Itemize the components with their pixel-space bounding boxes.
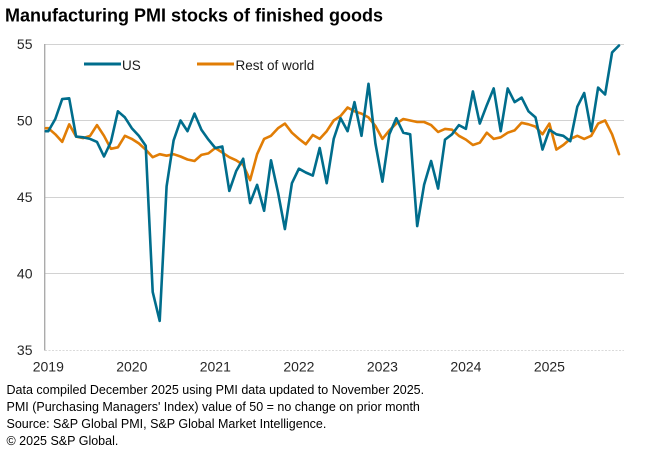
svg-text:© 2025 S&P Global.: © 2025 S&P Global. <box>7 434 119 448</box>
svg-text:2023: 2023 <box>367 358 398 374</box>
svg-text:2024: 2024 <box>450 358 481 374</box>
svg-text:2021: 2021 <box>200 358 231 374</box>
svg-text:2019: 2019 <box>33 358 64 374</box>
svg-text:2025: 2025 <box>534 358 565 374</box>
svg-text:Source: S&P Global PMI, S&P Gl: Source: S&P Global PMI, S&P Global Marke… <box>7 417 327 431</box>
svg-text:PMI (Purchasing Managers' Inde: PMI (Purchasing Managers' Index) value o… <box>7 400 420 414</box>
svg-text:45: 45 <box>17 189 33 205</box>
svg-text:Rest of world: Rest of world <box>236 58 315 73</box>
svg-text:Data compiled December 2025 us: Data compiled December 2025 using PMI da… <box>7 383 425 397</box>
svg-text:2022: 2022 <box>283 358 314 374</box>
svg-text:35: 35 <box>17 342 33 358</box>
svg-text:40: 40 <box>17 266 33 282</box>
svg-text:Manufacturing PMI stocks of fi: Manufacturing PMI stocks of finished goo… <box>5 6 383 26</box>
svg-text:55: 55 <box>17 36 33 52</box>
svg-text:2020: 2020 <box>116 358 147 374</box>
svg-text:50: 50 <box>17 113 33 129</box>
svg-text:US: US <box>122 58 141 73</box>
